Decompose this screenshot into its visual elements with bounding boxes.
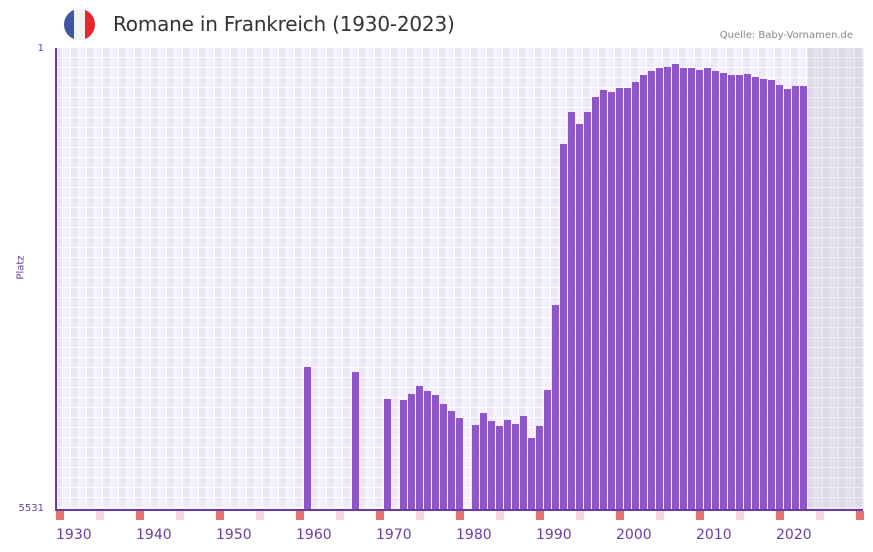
bar-1980[interactable] <box>456 418 463 510</box>
bar-2009[interactable] <box>688 67 695 510</box>
bar-1978[interactable] <box>440 404 447 510</box>
bar-1982[interactable] <box>472 424 479 510</box>
bar-1992[interactable] <box>552 304 559 510</box>
x-tick-label: 2010 <box>696 527 732 543</box>
bar-2018[interactable] <box>760 79 767 510</box>
bar-1974[interactable] <box>408 393 415 510</box>
bar-2007[interactable] <box>672 63 679 510</box>
bar-1991[interactable] <box>544 389 551 510</box>
decade-marker <box>456 511 464 520</box>
half-decade-marker <box>176 511 184 520</box>
year-marker-strip <box>55 511 864 520</box>
france-flag-icon <box>64 9 95 40</box>
bar-1995[interactable] <box>576 124 583 510</box>
bar-2023[interactable] <box>800 86 807 510</box>
flag-red-stripe <box>84 9 95 40</box>
half-decade-marker <box>576 511 584 520</box>
half-decade-marker <box>816 511 824 520</box>
bar-1985[interactable] <box>496 425 503 510</box>
decade-marker <box>376 511 384 520</box>
x-tick-label: 1960 <box>296 527 332 543</box>
flag-white-stripe <box>74 9 85 40</box>
half-decade-marker <box>416 511 424 520</box>
bar-1999[interactable] <box>608 92 615 510</box>
bar-1971[interactable] <box>384 398 391 510</box>
bar-1976[interactable] <box>424 390 431 510</box>
x-tick-label: 1930 <box>56 527 92 543</box>
x-tick-label: 1940 <box>136 527 172 543</box>
bar-2016[interactable] <box>744 74 751 510</box>
bar-2002[interactable] <box>632 82 639 510</box>
x-tick-label: 1950 <box>216 527 252 543</box>
bar-1997[interactable] <box>592 96 599 510</box>
decade-marker <box>56 511 64 520</box>
bar-1973[interactable] <box>400 399 407 510</box>
bar-1989[interactable] <box>528 437 535 510</box>
bar-1986[interactable] <box>504 419 511 510</box>
bar-2010[interactable] <box>696 69 703 510</box>
x-tick-label: 1980 <box>456 527 492 543</box>
flag-blue-stripe <box>64 9 75 40</box>
bar-2013[interactable] <box>720 72 727 510</box>
y-axis-label: Platz <box>15 255 27 280</box>
bar-1967[interactable] <box>352 372 359 510</box>
bar-2017[interactable] <box>752 77 759 510</box>
decade-marker <box>696 511 704 520</box>
decade-marker <box>536 511 544 520</box>
chart-title: Romane in Frankreich (1930-2023) <box>113 12 455 36</box>
y-tick-top: 1 <box>37 43 44 54</box>
bar-2006[interactable] <box>664 66 671 510</box>
decade-marker <box>856 511 864 520</box>
bar-1977[interactable] <box>432 394 439 510</box>
x-axis-line <box>55 509 863 511</box>
bar-1984[interactable] <box>488 420 495 510</box>
bar-2021[interactable] <box>784 89 791 510</box>
bar-2003[interactable] <box>640 75 647 510</box>
bar-2012[interactable] <box>712 70 719 510</box>
x-tick-label: 2020 <box>776 527 812 543</box>
y-axis-line <box>55 48 57 511</box>
half-decade-marker <box>736 511 744 520</box>
bar-2004[interactable] <box>648 70 655 510</box>
decade-marker <box>616 511 624 520</box>
bar-1961[interactable] <box>304 367 311 510</box>
future-shaded-region <box>808 48 864 510</box>
source-link[interactable]: Quelle: Baby-Vornamen.de <box>719 30 853 41</box>
bar-1987[interactable] <box>512 423 519 510</box>
half-decade-marker <box>256 511 264 520</box>
x-tick-label: 2000 <box>616 527 652 543</box>
decade-marker <box>216 511 224 520</box>
bar-2008[interactable] <box>680 67 687 510</box>
half-decade-marker <box>336 511 344 520</box>
bar-2022[interactable] <box>792 86 799 510</box>
bar-1975[interactable] <box>416 385 423 510</box>
bar-2014[interactable] <box>728 75 735 510</box>
y-tick-bottom: 5531 <box>18 503 44 514</box>
half-decade-marker <box>96 511 104 520</box>
bar-2005[interactable] <box>656 67 663 510</box>
bar-2015[interactable] <box>736 75 743 510</box>
half-decade-marker <box>496 511 504 520</box>
bar-1996[interactable] <box>584 111 591 510</box>
bar-1994[interactable] <box>568 111 575 510</box>
bar-1979[interactable] <box>448 411 455 510</box>
bar-2000[interactable] <box>616 88 623 510</box>
bar-1990[interactable] <box>536 425 543 510</box>
half-decade-marker <box>656 511 664 520</box>
x-tick-label: 1970 <box>376 527 412 543</box>
bar-2020[interactable] <box>776 85 783 510</box>
decade-marker <box>296 511 304 520</box>
bar-2019[interactable] <box>768 80 775 510</box>
decade-marker <box>776 511 784 520</box>
decade-marker <box>136 511 144 520</box>
bar-1998[interactable] <box>600 90 607 510</box>
bar-2011[interactable] <box>704 67 711 510</box>
bar-1988[interactable] <box>520 416 527 510</box>
x-tick-label: 1990 <box>536 527 572 543</box>
bar-1993[interactable] <box>560 143 567 510</box>
bar-1983[interactable] <box>480 413 487 510</box>
plot-area <box>55 48 864 510</box>
bar-2001[interactable] <box>624 88 631 510</box>
